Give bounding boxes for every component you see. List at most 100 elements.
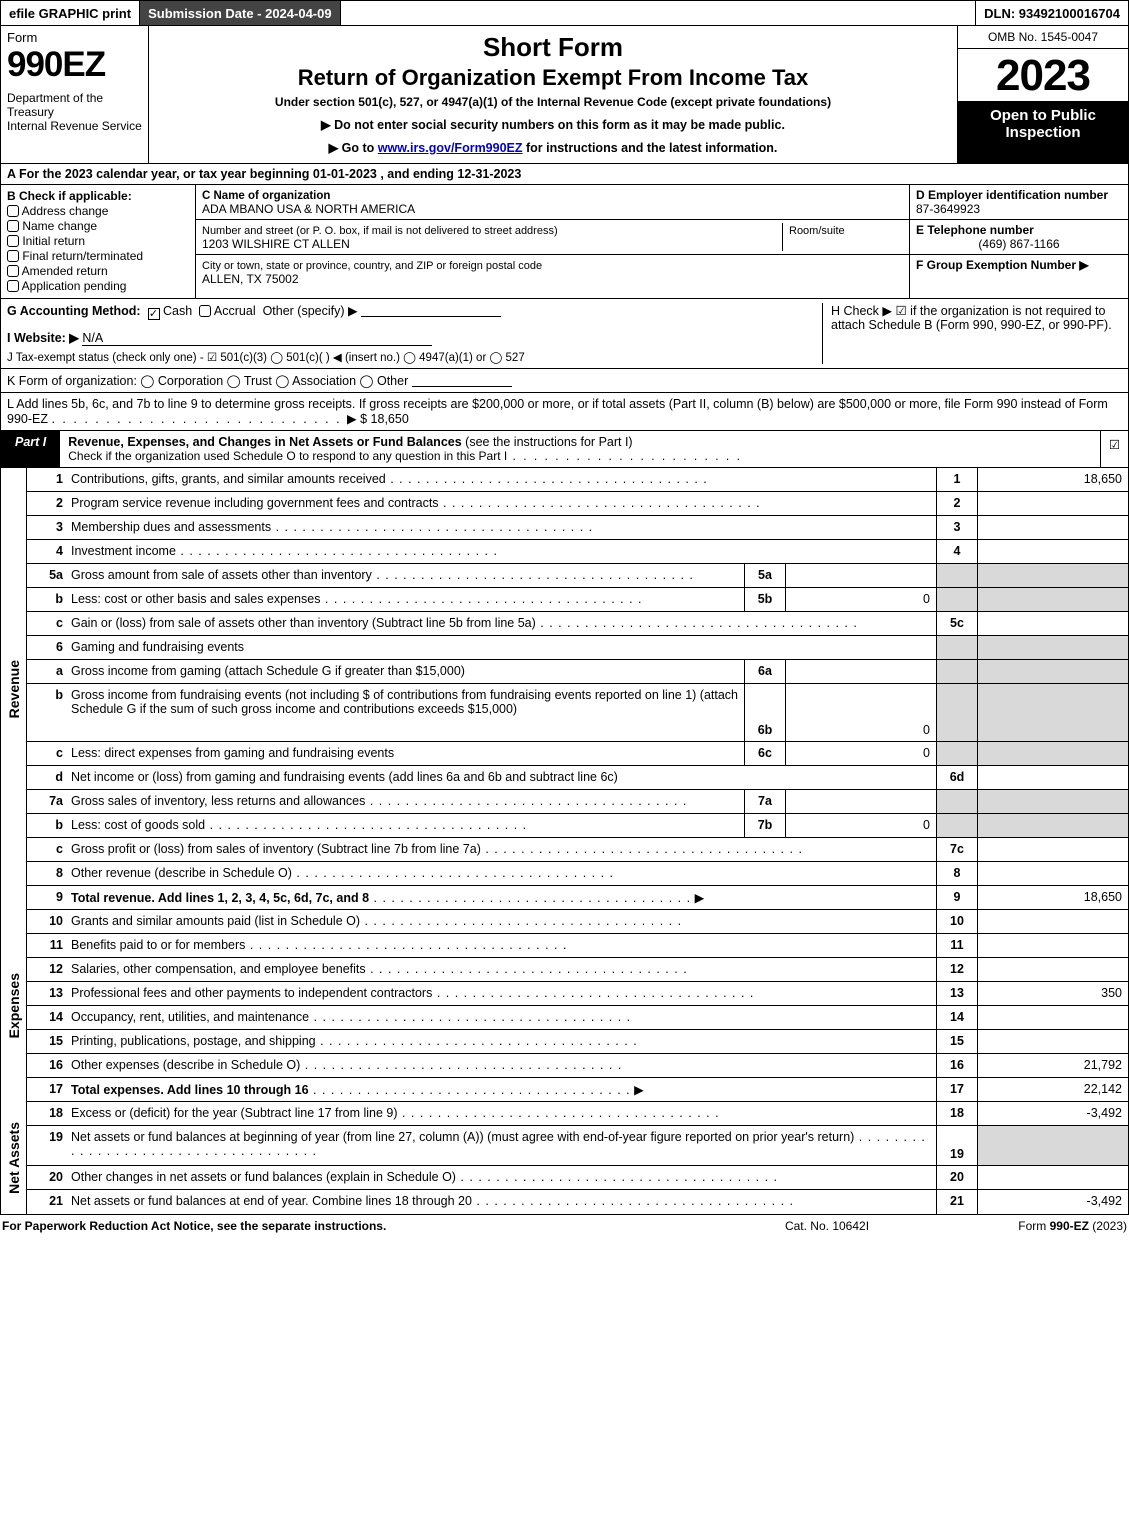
d-ein-block: D Employer identification number 87-3649… bbox=[910, 185, 1128, 220]
l6a-rno-grey bbox=[936, 660, 978, 683]
dept-label: Department of the Treasury Internal Reve… bbox=[7, 91, 142, 133]
col-c-org-info: C Name of organization ADA MBANO USA & N… bbox=[196, 185, 910, 298]
ck-application-pending[interactable]: Application pending bbox=[7, 279, 189, 293]
l6-rno-grey bbox=[936, 636, 978, 659]
ck-final-return[interactable]: Final return/terminated bbox=[7, 249, 189, 263]
j-tax-exempt: J Tax-exempt status (check only one) - ☑… bbox=[7, 350, 814, 364]
l4-rval bbox=[978, 540, 1128, 563]
l7c-desc: Gross profit or (loss) from sales of inv… bbox=[69, 838, 936, 861]
l14-desc: Occupancy, rent, utilities, and maintena… bbox=[69, 1006, 936, 1029]
org-name: ADA MBANO USA & NORTH AMERICA bbox=[202, 202, 415, 216]
efile-print[interactable]: efile GRAPHIC print bbox=[1, 1, 140, 25]
l18-no: 18 bbox=[27, 1102, 69, 1125]
l14-rval bbox=[978, 1006, 1128, 1029]
l20-rno: 20 bbox=[936, 1166, 978, 1189]
room-label: Room/suite bbox=[789, 225, 845, 237]
l3-desc: Membership dues and assessments bbox=[69, 516, 936, 539]
l6b-rval-grey bbox=[978, 684, 1128, 741]
l6c-rno-grey bbox=[936, 742, 978, 765]
l7b-no: b bbox=[27, 814, 69, 837]
l6b-mid: 6b bbox=[744, 684, 786, 741]
l5c-no: c bbox=[27, 612, 69, 635]
l6b-rno-grey bbox=[936, 684, 978, 741]
ck-initial-return-label: Initial return bbox=[22, 234, 85, 248]
header-center: Short Form Return of Organization Exempt… bbox=[149, 26, 958, 163]
irs-link[interactable]: www.irs.gov/Form990EZ bbox=[378, 141, 523, 155]
footer-left: For Paperwork Reduction Act Notice, see … bbox=[2, 1219, 727, 1233]
expenses-section: Expenses 10Grants and similar amounts pa… bbox=[0, 910, 1129, 1102]
l15-no: 15 bbox=[27, 1030, 69, 1053]
l5a-desc: Gross amount from sale of assets other t… bbox=[69, 564, 744, 587]
ck-initial-return[interactable]: Initial return bbox=[7, 234, 189, 248]
l11-rval bbox=[978, 934, 1128, 957]
l7a-midval bbox=[786, 790, 936, 813]
l15-desc: Printing, publications, postage, and shi… bbox=[69, 1030, 936, 1053]
l5a-midval bbox=[786, 564, 936, 587]
ck-amended-return[interactable]: Amended return bbox=[7, 264, 189, 278]
l5c-rno: 5c bbox=[936, 612, 978, 635]
form-subtitle: Return of Organization Exempt From Incom… bbox=[159, 65, 947, 91]
g-cash: Cash bbox=[163, 304, 192, 318]
footer-mid: Cat. No. 10642I bbox=[727, 1219, 927, 1233]
l6-rval-grey bbox=[978, 636, 1128, 659]
l8-rno: 8 bbox=[936, 862, 978, 885]
ck-address-change[interactable]: Address change bbox=[7, 204, 189, 218]
revenue-vlabel-col: Revenue bbox=[1, 468, 27, 910]
l9-rno: 9 bbox=[936, 886, 978, 909]
l11-desc: Benefits paid to or for members bbox=[69, 934, 936, 957]
form-title: Short Form bbox=[159, 32, 947, 63]
row-a-tax-year: A For the 2023 calendar year, or tax yea… bbox=[0, 164, 1129, 185]
l7b-mid: 7b bbox=[744, 814, 786, 837]
l13-no: 13 bbox=[27, 982, 69, 1005]
l7b-desc: Less: cost of goods sold bbox=[69, 814, 744, 837]
l13-rval: 350 bbox=[978, 982, 1128, 1005]
phone-value: (469) 867-1166 bbox=[916, 237, 1122, 251]
top-bar: efile GRAPHIC print Submission Date - 20… bbox=[0, 0, 1129, 26]
k-other-blank[interactable] bbox=[412, 386, 512, 387]
l7c-rno: 7c bbox=[936, 838, 978, 861]
part-i-header: Part I Revenue, Expenses, and Changes in… bbox=[0, 431, 1129, 468]
l5a-no: 5a bbox=[27, 564, 69, 587]
l6a-mid: 6a bbox=[744, 660, 786, 683]
l19-no: 19 bbox=[27, 1126, 69, 1165]
g-other-blank[interactable] bbox=[361, 316, 501, 317]
l15-rval bbox=[978, 1030, 1128, 1053]
part-i-check[interactable]: ☑ bbox=[1100, 431, 1128, 467]
l5b-no: b bbox=[27, 588, 69, 611]
l7b-midval: 0 bbox=[786, 814, 936, 837]
goto-post: for instructions and the latest informat… bbox=[523, 141, 778, 155]
l11-no: 11 bbox=[27, 934, 69, 957]
netassets-vlabel-col: Net Assets bbox=[1, 1102, 27, 1214]
c-street-label: Number and street (or P. O. box, if mail… bbox=[202, 225, 558, 237]
l5a-mid: 5a bbox=[744, 564, 786, 587]
under-section: Under section 501(c), 527, or 4947(a)(1)… bbox=[159, 95, 947, 109]
l6-desc: Gaming and fundraising events bbox=[69, 636, 936, 659]
l8-desc: Other revenue (describe in Schedule O) bbox=[69, 862, 936, 885]
ck-name-change[interactable]: Name change bbox=[7, 219, 189, 233]
l1-no: 1 bbox=[27, 468, 69, 491]
form-number: 990EZ bbox=[7, 45, 142, 85]
g-accrual: Accrual bbox=[214, 304, 256, 318]
g-label: G Accounting Method: bbox=[7, 304, 141, 318]
l17-no: 17 bbox=[27, 1078, 69, 1101]
g-accounting: G Accounting Method: ✓ Cash Accrual Othe… bbox=[7, 303, 814, 364]
ck-cash[interactable]: ✓ bbox=[148, 308, 160, 320]
l7b-rval-grey bbox=[978, 814, 1128, 837]
l4-no: 4 bbox=[27, 540, 69, 563]
h-schedule-b: H Check ▶ ☑ if the organization is not r… bbox=[822, 303, 1122, 364]
footer-right: Form 990-EZ (2023) bbox=[927, 1219, 1127, 1233]
l12-desc: Salaries, other compensation, and employ… bbox=[69, 958, 936, 981]
goto-line: ▶ Go to www.irs.gov/Form990EZ for instru… bbox=[159, 140, 947, 155]
l6b-desc: Gross income from fundraising events (no… bbox=[69, 684, 744, 741]
l4-rno: 4 bbox=[936, 540, 978, 563]
g-other: Other (specify) ▶ bbox=[263, 304, 358, 318]
l7a-mid: 7a bbox=[744, 790, 786, 813]
part-i-tab: Part I bbox=[1, 431, 60, 467]
l10-rval bbox=[978, 910, 1128, 933]
topbar-spacer bbox=[341, 1, 977, 25]
ck-accrual[interactable] bbox=[199, 305, 211, 317]
l14-no: 14 bbox=[27, 1006, 69, 1029]
l21-rval: -3,492 bbox=[978, 1190, 1128, 1214]
c-city-block: City or town, state or province, country… bbox=[196, 255, 909, 289]
l3-rval bbox=[978, 516, 1128, 539]
